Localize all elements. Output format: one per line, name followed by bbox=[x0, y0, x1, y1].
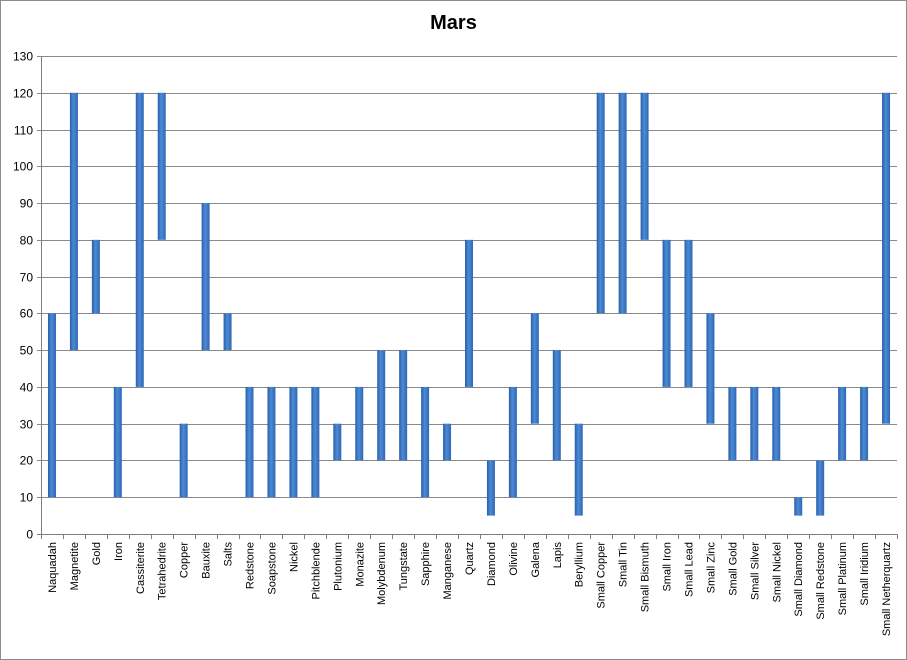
y-tick-label: 80 bbox=[20, 234, 34, 248]
bar bbox=[91, 239, 100, 314]
x-tick-label: Naquadah bbox=[47, 542, 59, 593]
bar bbox=[223, 313, 232, 351]
bar bbox=[772, 386, 781, 461]
bar bbox=[179, 423, 188, 498]
x-tick-label: Small Gold bbox=[727, 542, 739, 596]
y-tick-label: 30 bbox=[20, 418, 34, 432]
x-tick-label: Nickel bbox=[288, 542, 300, 572]
bar bbox=[750, 386, 759, 461]
bar bbox=[113, 386, 122, 498]
bar bbox=[640, 92, 649, 240]
x-tick-label: Copper bbox=[179, 542, 191, 578]
bar bbox=[662, 239, 671, 387]
x-tick-label: Tungstate bbox=[398, 542, 410, 591]
bar bbox=[157, 92, 166, 240]
x-tick-label: Pitchblende bbox=[310, 542, 322, 600]
x-tick-label: Lapis bbox=[552, 542, 564, 569]
x-tick-label: Small Iridium bbox=[859, 542, 871, 606]
y-axis: 0 10 20 30 40 50 60 70 80 90 100 110 120 130 bbox=[13, 50, 42, 542]
x-tick-label: Gold bbox=[91, 542, 103, 565]
bar bbox=[530, 313, 539, 424]
bar bbox=[69, 92, 78, 351]
x-tick-label: Soapstone bbox=[266, 542, 278, 595]
y-tick-label: 60 bbox=[20, 307, 34, 321]
x-tick-label: Diamond bbox=[486, 542, 498, 586]
bar bbox=[574, 423, 583, 516]
bar bbox=[135, 92, 144, 387]
bar bbox=[838, 386, 847, 461]
bar bbox=[706, 313, 715, 424]
x-tick-label: Small Zinc bbox=[705, 542, 717, 594]
bar bbox=[311, 386, 320, 498]
x-tick-label: Quartz bbox=[464, 542, 476, 575]
x-tick-label: Small Iron bbox=[662, 542, 674, 592]
bar bbox=[201, 203, 210, 351]
bar bbox=[684, 239, 693, 387]
x-tick-label: Small Platinum bbox=[837, 542, 849, 615]
y-tick-label: 120 bbox=[13, 87, 33, 101]
bars bbox=[47, 92, 891, 516]
bar bbox=[508, 386, 517, 498]
y-tick-label: 20 bbox=[20, 454, 34, 468]
x-tick-label: Small Copper bbox=[596, 542, 608, 609]
x-tick-label: Magnetite bbox=[69, 542, 81, 590]
bar bbox=[267, 386, 276, 498]
x-tick-label: Small Nickel bbox=[771, 542, 783, 603]
y-tick-label: 40 bbox=[20, 381, 34, 395]
bar bbox=[421, 386, 430, 498]
bar bbox=[618, 92, 627, 314]
bar bbox=[486, 460, 495, 516]
x-tick-label: Redstone bbox=[245, 542, 257, 589]
bar bbox=[794, 497, 803, 516]
bar bbox=[728, 386, 737, 461]
x-tick-label: Salts bbox=[223, 542, 235, 567]
x-tick-label: Plutonium bbox=[332, 542, 344, 591]
x-tick-label: Beryllium bbox=[574, 542, 586, 587]
x-tick-label: Monazite bbox=[354, 542, 366, 587]
bar bbox=[333, 423, 342, 461]
x-tick-label: Small Lead bbox=[683, 542, 695, 597]
bar bbox=[399, 350, 408, 461]
bar bbox=[289, 386, 298, 498]
y-tick-label: 10 bbox=[20, 491, 34, 505]
chart-title: Mars bbox=[430, 12, 477, 34]
bar bbox=[245, 386, 254, 498]
x-tick-label: Tetrahedrite bbox=[157, 542, 169, 600]
bar bbox=[47, 313, 56, 498]
x-tick-label: Galena bbox=[530, 541, 542, 577]
y-tick-label: 0 bbox=[26, 528, 33, 542]
y-tick-label: 90 bbox=[20, 197, 34, 211]
bar bbox=[882, 92, 891, 424]
x-tick-label: Iron bbox=[113, 542, 125, 561]
bar bbox=[443, 423, 452, 461]
x-tick-label: Small Silver bbox=[749, 542, 761, 600]
x-tick-label: Manganese bbox=[442, 542, 454, 600]
y-tick-label: 100 bbox=[13, 160, 33, 174]
bar bbox=[816, 460, 825, 516]
bar bbox=[596, 92, 605, 314]
x-tick-label: Small Netherquartz bbox=[881, 542, 893, 636]
x-axis: Naquadah Magnetite Gold Iron Cassiterite Tetr… bbox=[41, 534, 898, 636]
y-tick-label: 130 bbox=[13, 50, 33, 64]
x-tick-label: Small Tin bbox=[618, 542, 630, 587]
y-tick-label: 110 bbox=[14, 124, 33, 138]
bar bbox=[465, 239, 473, 387]
x-tick-label: Sapphire bbox=[420, 542, 432, 586]
bar bbox=[552, 350, 561, 461]
bar bbox=[377, 350, 386, 461]
x-tick-label: Bauxite bbox=[201, 542, 213, 579]
x-tick-label: Olivine bbox=[508, 542, 520, 576]
bar bbox=[860, 386, 869, 461]
x-tick-label: Small Diamond bbox=[793, 542, 805, 617]
x-tick-label: Molybdenum bbox=[376, 542, 388, 605]
y-tick-label: 50 bbox=[20, 344, 34, 358]
x-tick-label: Small Redstone bbox=[815, 542, 827, 620]
bar bbox=[355, 386, 364, 461]
x-tick-label: Cassiterite bbox=[135, 542, 147, 594]
y-tick-label: 70 bbox=[20, 271, 34, 285]
x-tick-label: Small Bismuth bbox=[640, 542, 652, 612]
